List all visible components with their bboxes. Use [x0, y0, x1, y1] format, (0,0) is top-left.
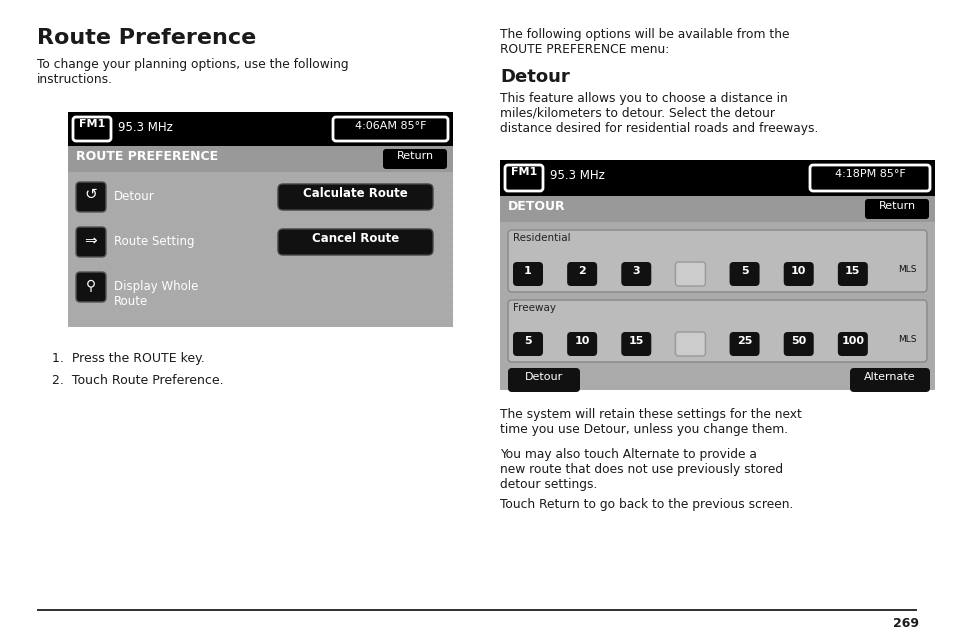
Text: 25: 25: [736, 336, 752, 346]
Text: 95.3 MHz: 95.3 MHz: [118, 121, 172, 134]
Text: Detour: Detour: [499, 68, 569, 86]
Text: Residential: Residential: [513, 233, 570, 243]
Text: ⚲: ⚲: [86, 279, 96, 293]
Text: Display Whole
Route: Display Whole Route: [113, 280, 198, 308]
Bar: [499, 160, 934, 390]
FancyBboxPatch shape: [675, 262, 704, 286]
Text: 15: 15: [628, 336, 643, 346]
FancyBboxPatch shape: [566, 332, 597, 356]
Text: Route Preference: Route Preference: [37, 28, 256, 48]
Bar: [499, 222, 934, 390]
Text: Detour: Detour: [524, 372, 562, 382]
FancyBboxPatch shape: [729, 332, 759, 356]
FancyBboxPatch shape: [76, 227, 106, 257]
FancyBboxPatch shape: [837, 262, 867, 286]
Bar: [37, 609, 916, 611]
Text: This feature allows you to choose a distance in
miles/kilometers to detour. Sele: This feature allows you to choose a dist…: [499, 92, 818, 135]
Text: DETOUR: DETOUR: [507, 200, 565, 213]
Bar: [68, 172, 453, 327]
Text: 3: 3: [632, 266, 639, 276]
FancyBboxPatch shape: [507, 230, 926, 292]
Text: Route Setting: Route Setting: [113, 235, 194, 248]
Text: Calculate Route: Calculate Route: [303, 187, 408, 200]
FancyBboxPatch shape: [513, 262, 542, 286]
Text: The system will retain these settings for the next
time you use Detour, unless y: The system will retain these settings fo…: [499, 408, 801, 436]
Text: 1.  Press the ROUTE key.: 1. Press the ROUTE key.: [52, 352, 205, 365]
Text: The following options will be available from the
ROUTE PREFERENCE menu:: The following options will be available …: [499, 28, 789, 56]
FancyBboxPatch shape: [507, 300, 926, 362]
Text: ⇒: ⇒: [85, 234, 97, 249]
Text: 4:06AM 85°F: 4:06AM 85°F: [355, 121, 426, 131]
FancyBboxPatch shape: [504, 165, 542, 191]
Text: FM1: FM1: [511, 167, 537, 177]
FancyBboxPatch shape: [382, 149, 447, 169]
FancyBboxPatch shape: [76, 272, 106, 302]
Text: 100: 100: [841, 336, 863, 346]
Text: 10: 10: [574, 336, 589, 346]
FancyBboxPatch shape: [783, 262, 813, 286]
FancyBboxPatch shape: [513, 332, 542, 356]
FancyBboxPatch shape: [837, 332, 867, 356]
Text: You may also touch Alternate to provide a
new route that does not use previously: You may also touch Alternate to provide …: [499, 448, 782, 491]
Text: ↺: ↺: [85, 187, 97, 202]
Text: MLS: MLS: [897, 265, 915, 274]
Text: FM1: FM1: [79, 119, 105, 129]
Text: 95.3 MHz: 95.3 MHz: [550, 169, 604, 182]
Text: Cancel Route: Cancel Route: [312, 232, 398, 245]
Text: Alternate: Alternate: [863, 372, 915, 382]
Text: Return: Return: [878, 201, 915, 211]
Text: 269: 269: [892, 617, 918, 630]
Bar: [68, 112, 453, 327]
FancyBboxPatch shape: [864, 199, 928, 219]
Text: 5: 5: [523, 336, 531, 346]
FancyBboxPatch shape: [849, 368, 929, 392]
FancyBboxPatch shape: [783, 332, 813, 356]
FancyBboxPatch shape: [620, 262, 651, 286]
Text: Touch Return to go back to the previous screen.: Touch Return to go back to the previous …: [499, 498, 793, 511]
Text: Freeway: Freeway: [513, 303, 556, 313]
Text: MLS: MLS: [897, 335, 915, 344]
FancyBboxPatch shape: [76, 182, 106, 212]
Bar: [499, 160, 934, 196]
FancyBboxPatch shape: [277, 184, 433, 210]
Text: To change your planning options, use the following
instructions.: To change your planning options, use the…: [37, 58, 348, 86]
FancyBboxPatch shape: [809, 165, 929, 191]
Text: 5: 5: [740, 266, 747, 276]
Text: Return: Return: [396, 151, 433, 161]
Text: 2.  Touch Route Preference.: 2. Touch Route Preference.: [52, 374, 223, 387]
FancyBboxPatch shape: [333, 117, 448, 141]
Text: 50: 50: [790, 336, 805, 346]
Text: 10: 10: [790, 266, 805, 276]
FancyBboxPatch shape: [73, 117, 111, 141]
Text: Detour: Detour: [113, 190, 154, 203]
Text: 15: 15: [844, 266, 860, 276]
FancyBboxPatch shape: [675, 332, 704, 356]
Bar: [68, 146, 453, 172]
Text: 1: 1: [523, 266, 532, 276]
Bar: [499, 196, 934, 222]
FancyBboxPatch shape: [277, 229, 433, 255]
FancyBboxPatch shape: [507, 368, 579, 392]
FancyBboxPatch shape: [566, 262, 597, 286]
Bar: [68, 112, 453, 146]
Text: ROUTE PREFERENCE: ROUTE PREFERENCE: [76, 150, 218, 163]
Text: 2: 2: [578, 266, 585, 276]
FancyBboxPatch shape: [620, 332, 651, 356]
FancyBboxPatch shape: [729, 262, 759, 286]
Text: 4:18PM 85°F: 4:18PM 85°F: [834, 169, 904, 179]
